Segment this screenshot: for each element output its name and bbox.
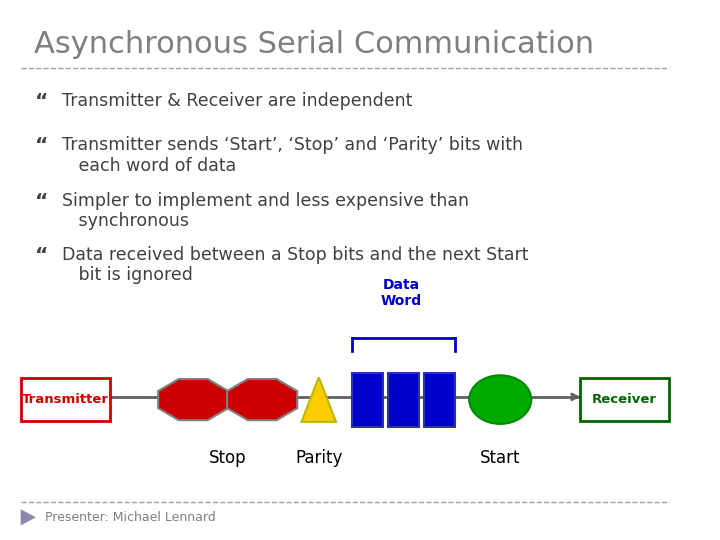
- Text: Presenter: Michael Lennard: Presenter: Michael Lennard: [45, 511, 215, 524]
- Text: Data received between a Stop bits and the next Start
   bit is ignored: Data received between a Stop bits and th…: [62, 246, 528, 285]
- Text: “: “: [35, 192, 48, 211]
- Text: Asynchronous Serial Communication: Asynchronous Serial Communication: [35, 30, 595, 59]
- Circle shape: [469, 375, 531, 424]
- Polygon shape: [227, 379, 297, 420]
- Text: Simpler to implement and less expensive than
   synchronous: Simpler to implement and less expensive …: [62, 192, 469, 231]
- Text: Transmitter: Transmitter: [22, 393, 109, 406]
- FancyBboxPatch shape: [580, 378, 670, 421]
- Text: “: “: [35, 246, 48, 265]
- Text: Parity: Parity: [295, 449, 343, 467]
- FancyBboxPatch shape: [423, 373, 455, 427]
- Text: Data
Word: Data Word: [381, 278, 422, 308]
- Text: Transmitter sends ‘Start’, ‘Stop’ and ‘Parity’ bits with
   each word of data: Transmitter sends ‘Start’, ‘Stop’ and ‘P…: [62, 136, 523, 175]
- FancyBboxPatch shape: [352, 373, 383, 427]
- Text: Start: Start: [480, 449, 521, 467]
- Text: Stop: Stop: [209, 449, 246, 467]
- FancyBboxPatch shape: [388, 373, 419, 427]
- Polygon shape: [158, 379, 228, 420]
- Text: Transmitter & Receiver are independent: Transmitter & Receiver are independent: [62, 92, 413, 110]
- Polygon shape: [21, 509, 36, 525]
- Text: Receiver: Receiver: [592, 393, 657, 406]
- Text: “: “: [35, 136, 48, 155]
- Text: “: “: [35, 92, 48, 111]
- FancyBboxPatch shape: [21, 378, 110, 421]
- Polygon shape: [302, 377, 336, 422]
